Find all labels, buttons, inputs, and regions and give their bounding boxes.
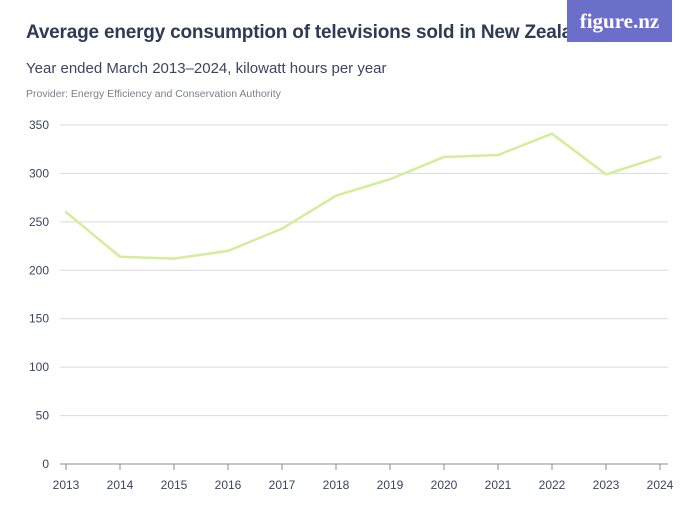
x-tick-label: 2015 [161, 478, 188, 492]
figure-nz-logo[interactable]: figure.nz [567, 0, 672, 42]
x-tick-label: 2019 [377, 478, 404, 492]
x-tick-label: 2016 [215, 478, 242, 492]
y-tick-label: 100 [29, 360, 49, 374]
data-point [334, 194, 338, 197]
x-tick-label: 2014 [107, 478, 134, 492]
series-layer [64, 132, 662, 260]
x-tick-label: 2020 [431, 478, 458, 492]
x-tick-label: 2013 [53, 478, 80, 492]
y-tick-label: 250 [29, 215, 49, 229]
x-axis-ticks: 2013 2014 2015 2016 2017 2018 2019 2020 2021 2022… [53, 464, 674, 492]
y-tick-label: 300 [29, 166, 49, 180]
data-point [64, 210, 68, 214]
data-point [442, 155, 446, 159]
data-point [280, 227, 284, 230]
x-tick-label: 2022 [539, 478, 566, 492]
y-tick-label: 150 [29, 312, 49, 326]
x-tick-label: 2018 [323, 478, 350, 492]
chart-title: Average energy consumption of television… [26, 22, 595, 43]
data-point [226, 249, 230, 253]
y-axis-ticks: 0 50 100 150 200 250 300 350 [29, 118, 49, 471]
data-point [496, 153, 500, 157]
data-point [118, 255, 122, 258]
data-provider: Provider: Energy Efficiency and Conserva… [26, 88, 281, 100]
data-point [550, 132, 554, 135]
y-tick-label: 200 [29, 263, 49, 277]
data-point [172, 257, 176, 260]
x-tick-label: 2017 [269, 478, 296, 492]
x-tick-label: 2023 [593, 478, 620, 492]
x-tick-label: 2021 [485, 478, 512, 492]
y-tick-label: 350 [29, 118, 49, 132]
series-line [64, 132, 662, 260]
data-point [658, 155, 662, 159]
grid-lines [60, 124, 668, 465]
data-point [388, 178, 392, 181]
x-tick-label: 2024 [647, 478, 674, 492]
data-point [604, 173, 608, 176]
chart-subtitle: Year ended March 2013–2024, kilowatt hou… [26, 60, 387, 77]
y-tick-label: 50 [36, 409, 50, 423]
y-tick-label: 0 [42, 457, 49, 471]
